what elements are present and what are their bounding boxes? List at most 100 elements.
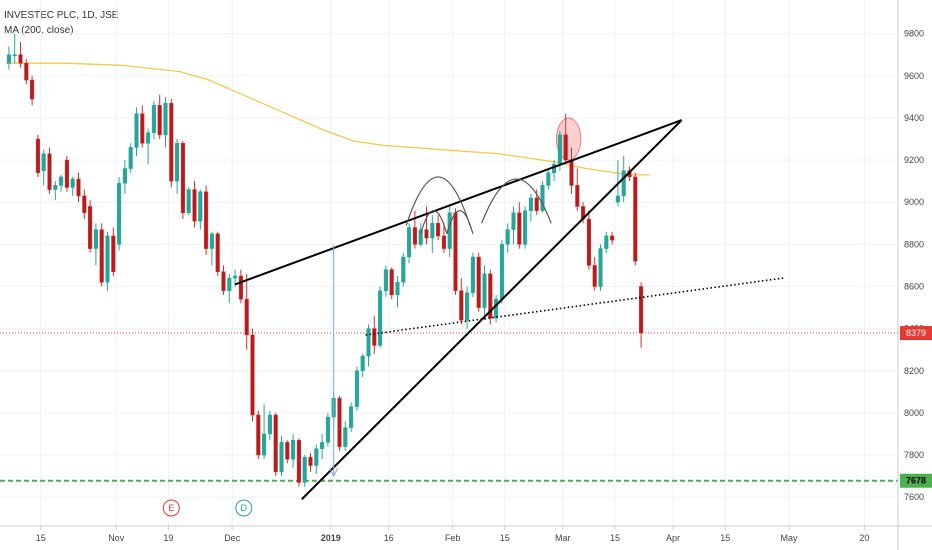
candle-body	[302, 456, 307, 483]
candle-body	[482, 273, 487, 308]
candle	[256, 410, 261, 460]
candle-body	[517, 212, 522, 245]
candle	[430, 214, 435, 253]
candle	[244, 273, 249, 350]
candle-body	[540, 185, 545, 211]
candle-body	[163, 102, 168, 136]
candle-body	[180, 142, 185, 214]
candle-body	[320, 442, 325, 449]
candle	[291, 433, 296, 468]
candle	[517, 202, 522, 249]
candle	[105, 231, 110, 291]
candle-body	[354, 370, 359, 407]
candle-body	[227, 277, 232, 291]
candle-body	[215, 233, 220, 272]
symbol-title[interactable]: INVESTEC PLC, 1D, JSE	[4, 10, 119, 21]
x-tick-label: 15	[720, 533, 730, 543]
candle	[470, 252, 475, 298]
candle-body	[250, 334, 255, 416]
candle-body	[511, 212, 516, 230]
candle-body	[337, 397, 342, 447]
candle-body	[383, 269, 388, 291]
candle	[360, 353, 365, 378]
candle	[465, 286, 470, 329]
candle	[337, 396, 342, 451]
candle-body	[122, 168, 127, 184]
candle	[546, 168, 551, 190]
candle-body	[412, 227, 417, 245]
candle	[610, 231, 615, 245]
candle	[250, 328, 255, 422]
candle	[76, 172, 81, 203]
x-tick-label: 15	[610, 533, 620, 543]
candle	[273, 412, 278, 477]
y-tick-label: 8000	[904, 408, 924, 418]
candle	[453, 208, 458, 295]
candle	[586, 210, 591, 270]
candle-body	[615, 195, 620, 203]
candle	[198, 189, 203, 230]
candle	[395, 275, 400, 308]
candle	[575, 168, 580, 211]
candle	[366, 324, 371, 367]
candle	[494, 294, 499, 323]
x-tick-label: 15	[36, 533, 46, 543]
x-tick-label: 16	[384, 533, 394, 543]
candle	[262, 404, 267, 460]
candle-body	[586, 218, 591, 266]
candle-body	[157, 105, 162, 136]
candle-body	[447, 212, 452, 249]
candle	[592, 257, 597, 291]
candle	[320, 433, 325, 460]
candle	[128, 143, 133, 173]
candle	[528, 193, 533, 222]
candle	[209, 231, 214, 266]
candle-body	[528, 197, 533, 211]
candle	[407, 223, 412, 264]
candle-body	[93, 229, 98, 249]
candle-body	[407, 227, 412, 258]
candle	[378, 286, 383, 348]
candle-body	[267, 414, 272, 435]
candle-body	[105, 235, 110, 283]
candle	[598, 244, 603, 291]
candle	[505, 223, 510, 253]
candle	[639, 282, 644, 348]
candle-body	[534, 197, 539, 211]
candle	[99, 223, 104, 287]
candle-body	[389, 269, 394, 296]
candle	[88, 200, 93, 253]
candle	[30, 75, 35, 106]
candle-body	[546, 172, 551, 186]
candle	[447, 206, 452, 257]
candle	[53, 181, 58, 201]
candle-body	[41, 153, 46, 171]
candle-body	[610, 235, 615, 241]
candle-body	[186, 189, 191, 214]
candle	[325, 412, 330, 447]
indicator-label[interactable]: MA (200, close)	[4, 25, 74, 36]
candle-body	[488, 273, 493, 319]
candle-body	[296, 440, 301, 483]
candle	[354, 366, 359, 411]
price-label-text: 8379	[906, 328, 926, 338]
pattern-arc	[481, 178, 552, 224]
candle-body	[30, 79, 35, 100]
candle	[163, 96, 168, 148]
y-tick-label: 8600	[904, 281, 924, 291]
candle-body	[76, 178, 81, 197]
candle	[441, 223, 446, 253]
x-tick-label: May	[780, 533, 798, 543]
event-marker: E	[162, 499, 180, 517]
candle	[122, 160, 127, 194]
candle-body	[459, 290, 464, 321]
y-tick-label: 8800	[904, 239, 924, 249]
candle-body	[175, 142, 180, 182]
candle	[296, 438, 301, 487]
candle-body	[401, 256, 406, 283]
y-tick-label: 9400	[904, 113, 924, 123]
candle-body	[192, 189, 197, 222]
